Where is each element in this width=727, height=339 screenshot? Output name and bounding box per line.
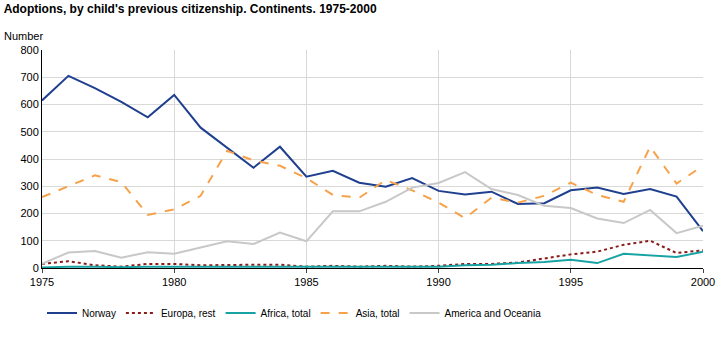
svg-text:America and Oceania: America and Oceania (445, 308, 542, 319)
svg-text:Africa, total: Africa, total (261, 308, 311, 319)
svg-text:2000: 2000 (691, 276, 715, 288)
svg-text:Norway: Norway (82, 308, 116, 319)
svg-text:Adoptions, by child's previous: Adoptions, by child's previous citizensh… (4, 2, 377, 16)
svg-text:1995: 1995 (559, 276, 583, 288)
svg-text:600: 600 (20, 98, 38, 110)
svg-text:Asia, total: Asia, total (356, 308, 400, 319)
svg-text:400: 400 (20, 153, 38, 165)
svg-text:1980: 1980 (162, 276, 186, 288)
svg-text:1990: 1990 (426, 276, 450, 288)
svg-text:Number: Number (4, 30, 43, 42)
svg-text:0: 0 (33, 262, 39, 274)
svg-text:100: 100 (20, 235, 38, 247)
svg-text:Europa, rest: Europa, rest (161, 308, 216, 319)
svg-text:1985: 1985 (294, 276, 318, 288)
svg-text:300: 300 (20, 180, 38, 192)
svg-text:200: 200 (20, 207, 38, 219)
svg-text:500: 500 (20, 126, 38, 138)
svg-text:700: 700 (20, 71, 38, 83)
svg-text:800: 800 (20, 44, 38, 56)
svg-text:1975: 1975 (30, 276, 54, 288)
